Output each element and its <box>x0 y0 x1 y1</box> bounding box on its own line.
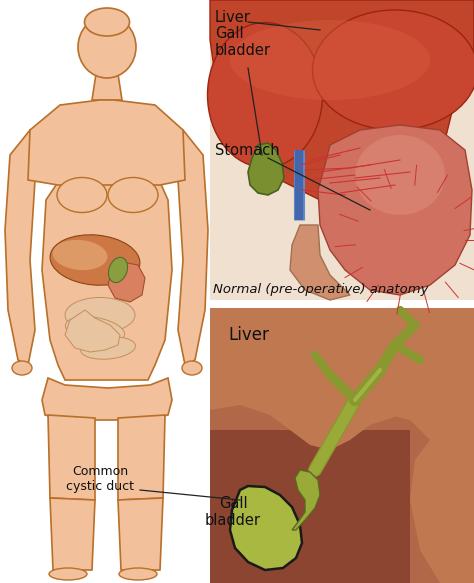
Text: Common
cystic duct: Common cystic duct <box>66 465 134 493</box>
Polygon shape <box>248 143 284 195</box>
Text: Liver: Liver <box>228 326 269 344</box>
Polygon shape <box>42 182 172 380</box>
Polygon shape <box>118 498 163 570</box>
Text: Gall
bladder: Gall bladder <box>215 26 271 58</box>
Polygon shape <box>48 415 95 500</box>
Polygon shape <box>210 0 474 215</box>
Polygon shape <box>292 470 320 530</box>
Polygon shape <box>65 310 120 352</box>
Polygon shape <box>290 225 350 300</box>
FancyBboxPatch shape <box>210 430 410 583</box>
Text: Gall
bladder: Gall bladder <box>205 496 261 528</box>
Ellipse shape <box>53 240 108 270</box>
Ellipse shape <box>119 568 157 580</box>
Text: Stomach: Stomach <box>215 143 280 158</box>
Ellipse shape <box>57 177 107 212</box>
Polygon shape <box>42 378 172 420</box>
Ellipse shape <box>355 135 445 215</box>
Polygon shape <box>28 100 185 185</box>
Polygon shape <box>210 308 474 450</box>
Text: Normal (pre-operative) anatomy: Normal (pre-operative) anatomy <box>213 283 428 296</box>
Ellipse shape <box>109 258 128 283</box>
Polygon shape <box>92 74 122 100</box>
Polygon shape <box>163 130 208 365</box>
Ellipse shape <box>84 8 129 36</box>
Ellipse shape <box>182 361 202 375</box>
Ellipse shape <box>65 297 135 332</box>
FancyBboxPatch shape <box>210 0 474 300</box>
Polygon shape <box>390 308 474 583</box>
Ellipse shape <box>312 10 474 130</box>
Ellipse shape <box>65 317 125 343</box>
Ellipse shape <box>108 177 158 212</box>
FancyBboxPatch shape <box>210 308 474 583</box>
Ellipse shape <box>78 16 136 78</box>
Polygon shape <box>230 486 302 570</box>
Ellipse shape <box>81 337 136 359</box>
Ellipse shape <box>50 235 140 285</box>
Ellipse shape <box>230 20 430 100</box>
Ellipse shape <box>208 23 322 167</box>
Ellipse shape <box>49 568 87 580</box>
Text: Liver: Liver <box>215 10 251 25</box>
Polygon shape <box>118 415 165 500</box>
Polygon shape <box>108 262 145 302</box>
Polygon shape <box>50 498 95 570</box>
Polygon shape <box>5 130 50 365</box>
Ellipse shape <box>12 361 32 375</box>
Polygon shape <box>318 125 472 295</box>
